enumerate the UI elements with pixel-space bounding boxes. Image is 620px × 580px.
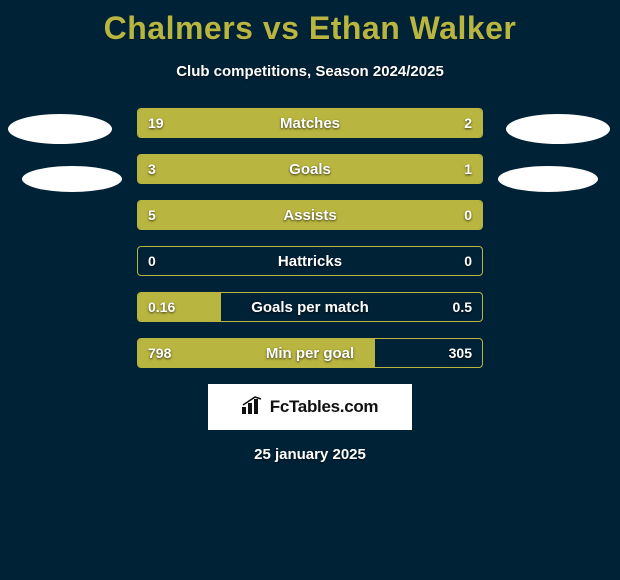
stat-fill-left [138, 109, 403, 137]
player-right-avatar-2 [498, 166, 598, 192]
stat-value-right: 0.5 [453, 293, 472, 321]
stat-row: 31Goals [137, 154, 483, 184]
comparison-chart: 192Matches 31Goals 50Assists 0 0Hattricks 0.1… [0, 108, 620, 368]
player-left-avatar-1 [8, 114, 112, 144]
page-title: Chalmers vs Ethan Walker [0, 0, 620, 47]
stat-fill-left [138, 201, 482, 229]
subtitle: Club competitions, Season 2024/2025 [0, 63, 620, 80]
stat-value-right: 0 [464, 247, 472, 275]
stat-bars: 192Matches 31Goals 50Assists 0 0Hattricks 0.1… [137, 108, 483, 368]
stat-fill-left [138, 155, 396, 183]
chart-icon [242, 396, 264, 419]
stat-label: Hattricks [138, 247, 482, 275]
stat-fill-left [138, 339, 375, 367]
date-label: 25 january 2025 [0, 446, 620, 463]
stat-row: 192Matches [137, 108, 483, 138]
stat-value-right: 305 [449, 339, 472, 367]
branding-text: FcTables.com [270, 397, 379, 417]
player-right-avatar-1 [506, 114, 610, 144]
stat-row: 0 0Hattricks [137, 246, 483, 276]
stat-row: 0.160.5Goals per match [137, 292, 483, 322]
stat-fill-left [138, 293, 221, 321]
branding-badge: FcTables.com [208, 384, 412, 430]
stat-fill-right [396, 155, 482, 183]
stat-row: 50Assists [137, 200, 483, 230]
stat-fill-right [403, 109, 482, 137]
stat-row: 798305Min per goal [137, 338, 483, 368]
stat-value-left: 0 [148, 247, 156, 275]
player-left-avatar-2 [22, 166, 122, 192]
